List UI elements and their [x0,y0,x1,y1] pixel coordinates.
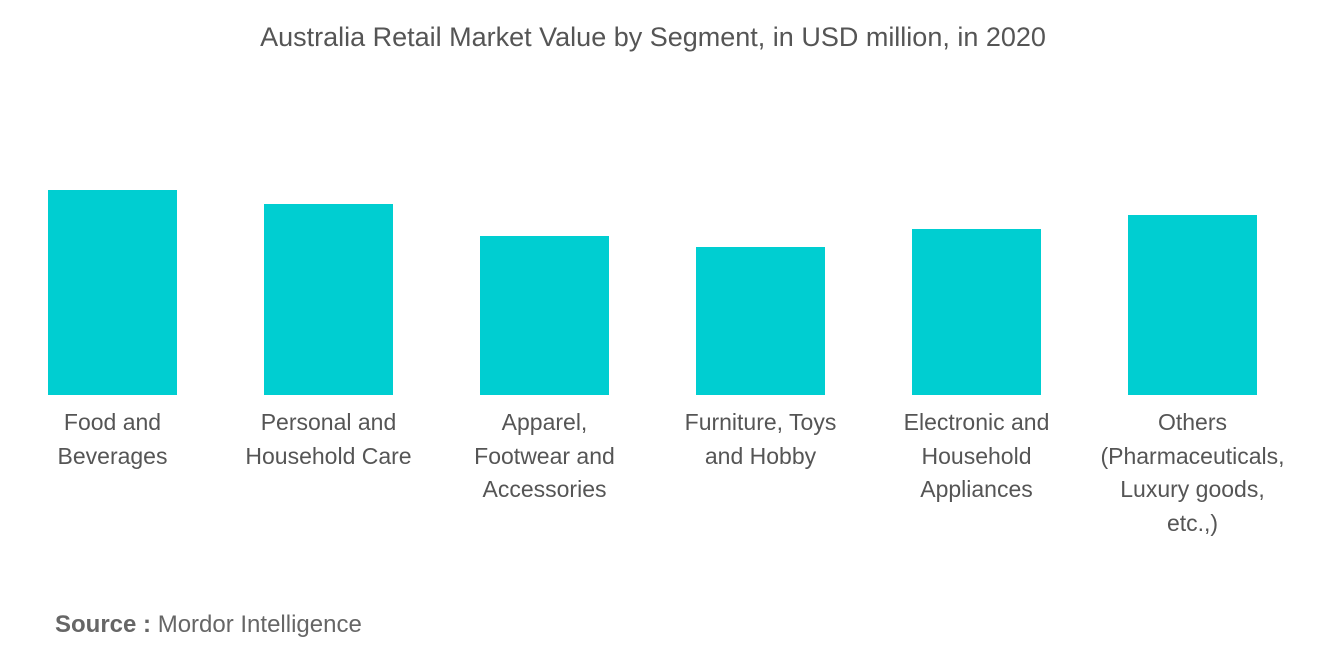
category-label: Furniture, Toys and Hobby [684,409,837,469]
chart-title: Australia Retail Market Value by Segment… [260,22,1046,52]
source-label: Source : [55,611,152,638]
category-label: Personal and Household Care [245,409,412,469]
category-label: Food and Beverages [57,409,168,469]
bar-3 [696,247,825,395]
category-label: Electronic and Household Appliances [903,409,1050,502]
bar-1 [264,204,393,395]
bar-2 [480,236,609,395]
bar-4 [912,229,1041,395]
bar-5 [1128,215,1257,395]
category-label: Apparel, Footwear and Accessories [474,409,615,502]
source-text: Mordor Intelligence [157,611,362,638]
bar-0 [48,190,177,395]
category-label: Others (Pharmaceuticals, Luxury goods, e… [1100,409,1285,536]
source-note: Source : Mordor Intelligence [55,611,362,639]
